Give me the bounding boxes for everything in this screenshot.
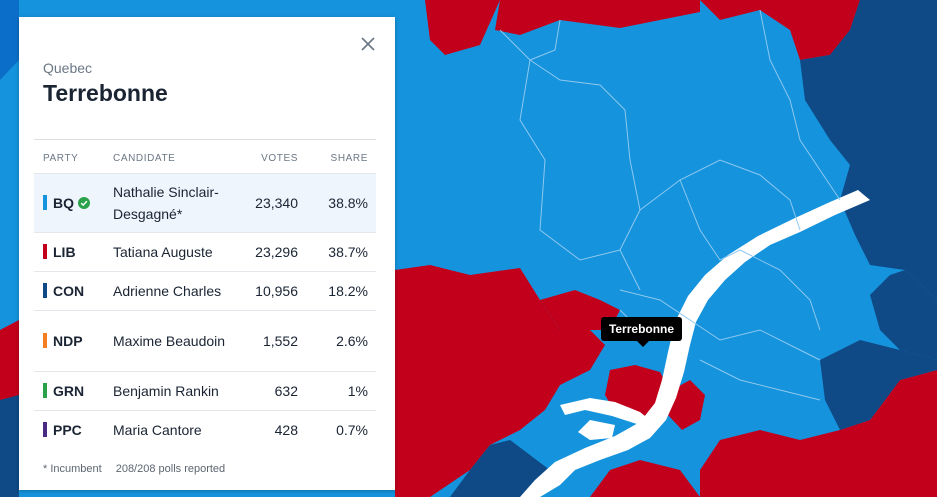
vote-count: 23,296 [255, 244, 298, 260]
party-color-swatch [43, 333, 47, 348]
table-row: CON Adrienne Charles 10,956 18.2% [34, 271, 376, 310]
party-code: GRN [53, 383, 85, 399]
riding-con-east-2[interactable] [870, 270, 937, 360]
riding-con-east[interactable] [800, 0, 937, 300]
party-code: NDP [53, 333, 83, 349]
riding-con-left-edge[interactable] [0, 395, 19, 497]
vote-share: 18.2% [328, 283, 368, 299]
table-row: LIB Tatiana Auguste 23,296 38.7% [34, 232, 376, 271]
province-label: Quebec [43, 60, 93, 76]
riding-lib-south[interactable] [590, 460, 700, 497]
party-color-swatch [43, 283, 47, 298]
winner-check-icon [78, 197, 90, 209]
vote-share: 1% [347, 383, 368, 399]
riding-results-panel: Quebec Terrebonne PARTY CANDIDATE VOTES … [19, 17, 395, 490]
vote-share: 2.6% [336, 333, 368, 349]
incumbent-note: * Incumbent [43, 463, 102, 475]
river-riviere-des-prairies [560, 398, 650, 425]
table-row: NDP Maxime Beaudoin 1,552 2.6% [34, 310, 376, 371]
riding-con-southwest[interactable] [450, 440, 550, 497]
lake-saint-louis [578, 420, 615, 440]
header-votes: VOTES [261, 153, 298, 164]
table-row: BQ Nathalie Sinclair-Desgagné* 23,340 38… [34, 173, 376, 232]
vote-count: 1,552 [262, 333, 298, 349]
riding-lib-north-2[interactable] [495, 0, 700, 35]
party-code: PPC [53, 422, 82, 438]
candidate-name: Maria Cantore [113, 422, 202, 438]
header-party: PARTY [43, 153, 79, 164]
vote-count: 428 [274, 422, 298, 438]
results-table-body: BQ Nathalie Sinclair-Desgagné* 23,340 38… [34, 173, 376, 449]
party-color-swatch [43, 422, 47, 437]
party-color-swatch [43, 195, 47, 210]
riding-lib-south-east[interactable] [700, 370, 937, 497]
polls-reported: 208/208 polls reported [115, 463, 226, 475]
header-candidate: CANDIDATE [113, 153, 176, 164]
riding-lib-west-2[interactable] [540, 290, 620, 330]
results-table-header: PARTY CANDIDATE VOTES SHARE [34, 139, 376, 174]
party-color-swatch [43, 383, 47, 398]
riding-lib-west[interactable] [395, 265, 605, 497]
vote-count: 632 [274, 383, 298, 399]
riding-lib-north[interactable] [395, 0, 860, 60]
header-share: SHARE [330, 153, 368, 164]
vote-share: 38.8% [328, 195, 368, 211]
riding-bq-top-left[interactable] [0, 0, 19, 80]
st-lawrence-river [520, 190, 870, 497]
candidate-name: Maxime Beaudoin [113, 333, 226, 349]
table-row: PPC Maria Cantore 428 0.7% [34, 410, 376, 449]
party-code: LIB [53, 244, 76, 260]
results-footer: * Incumbent 208/208 polls reported [43, 463, 225, 475]
vote-count: 10,956 [255, 283, 298, 299]
party-code: BQ [53, 195, 74, 211]
table-row: GRN Benjamin Rankin 632 1% [34, 371, 376, 410]
vote-share: 38.7% [328, 244, 368, 260]
vote-share: 0.7% [336, 422, 368, 438]
candidate-name: Nathalie Sinclair-Desgagné* [113, 184, 219, 222]
candidate-name: Benjamin Rankin [113, 383, 219, 399]
vote-count: 23,340 [255, 195, 298, 211]
riding-borders [499, 9, 841, 401]
map-tooltip: Terrebonne [601, 317, 682, 347]
close-icon[interactable] [359, 35, 377, 53]
party-color-swatch [43, 244, 47, 259]
party-code: CON [53, 283, 85, 299]
riding-title: Terrebonne [43, 80, 168, 106]
candidate-name: Tatiana Auguste [113, 244, 213, 260]
riding-con-southeast[interactable] [820, 340, 937, 430]
candidate-name: Adrienne Charles [113, 283, 222, 299]
